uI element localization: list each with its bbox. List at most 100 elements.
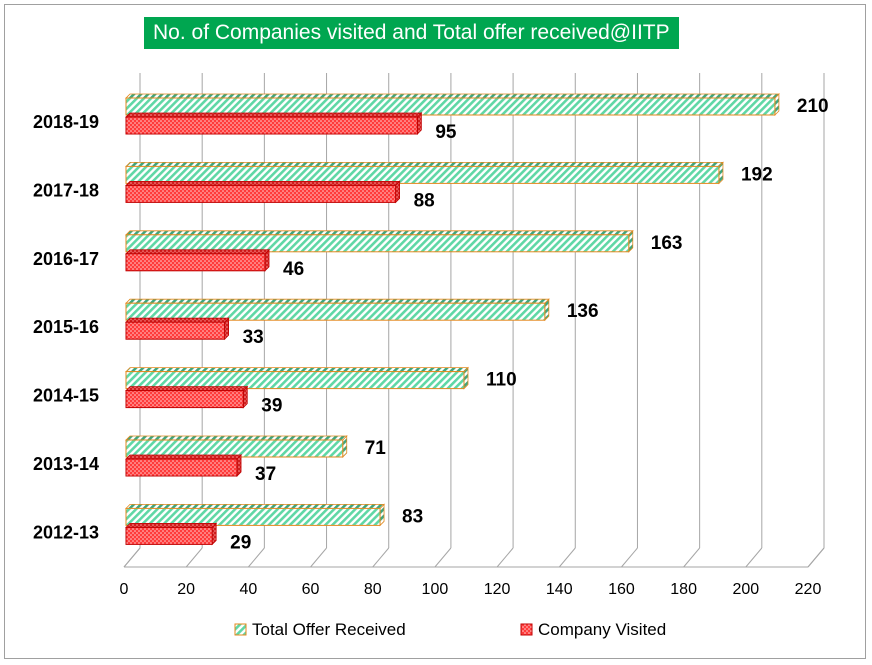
gridline xyxy=(434,547,452,568)
category-label: 2014-15 xyxy=(33,386,99,406)
offer-bar-front xyxy=(125,439,344,458)
x-tick-label: 80 xyxy=(364,581,382,598)
chart-title: No. of Companies visited and Total offer… xyxy=(144,17,679,49)
x-tick-label: 0 xyxy=(120,581,129,598)
visited-bar-top xyxy=(125,180,401,186)
visited-bar-top xyxy=(125,454,243,460)
offer-bar-front xyxy=(125,97,776,116)
x-tick-label: 60 xyxy=(302,581,320,598)
legend-swatch-visited xyxy=(520,623,533,636)
offer-value-label: 163 xyxy=(651,233,683,254)
offer-bar-top xyxy=(125,93,780,99)
visited-bar xyxy=(125,317,230,341)
x-tick-label: 200 xyxy=(732,581,759,598)
offer-bar-front xyxy=(125,234,630,253)
offer-bar-top xyxy=(125,503,386,509)
gridline xyxy=(372,547,390,568)
visited-bar-front xyxy=(125,458,238,477)
bars xyxy=(125,93,780,546)
visited-bar xyxy=(125,385,249,409)
gridline xyxy=(558,547,576,568)
gridline xyxy=(683,547,701,568)
x-tick-label: 40 xyxy=(239,581,257,598)
category-label: 2017-18 xyxy=(33,180,99,200)
gridline xyxy=(621,547,638,568)
offer-bar xyxy=(125,93,780,116)
offer-bar xyxy=(125,366,469,390)
x-tick-label: 220 xyxy=(795,581,822,598)
offer-bar xyxy=(125,161,724,185)
category-label: 2012-13 xyxy=(33,522,99,542)
legend-label-visited: Company Visited xyxy=(538,620,666,639)
data-labels: 210 95 192 88 163 46 136 33 110 39 71 37 83 29 xyxy=(230,96,828,553)
visited-value-label: 37 xyxy=(255,464,276,485)
offer-bar-top xyxy=(125,435,348,441)
offer-bar-front xyxy=(125,165,720,184)
visited-bar-front xyxy=(125,526,213,545)
category-label: 2016-17 xyxy=(33,249,99,269)
x-tick-label: 160 xyxy=(608,581,635,598)
category-label: 2013-14 xyxy=(33,454,99,474)
offer-value-label: 136 xyxy=(567,301,599,322)
visited-bar-front xyxy=(125,253,266,272)
visited-bar-top xyxy=(125,249,270,255)
offer-bar-front xyxy=(125,507,381,526)
offer-value-label: 210 xyxy=(797,96,829,117)
x-tick-label: 20 xyxy=(177,581,195,598)
gridline xyxy=(123,547,141,568)
visited-bar xyxy=(125,112,423,135)
visited-bar-top xyxy=(125,112,423,118)
visited-value-label: 33 xyxy=(243,327,264,348)
x-tick-label: 140 xyxy=(546,581,573,598)
x-tick-label: 180 xyxy=(670,581,697,598)
legend: Total Offer Received Company Visited xyxy=(234,620,666,639)
category-label: 2015-16 xyxy=(33,317,99,337)
visited-value-label: 95 xyxy=(435,122,457,143)
y-axis-categories: 2018-19 2017-18 2016-17 2015-16 2014-15 2013-… xyxy=(33,112,99,542)
offer-bar-top xyxy=(125,161,724,167)
visited-bar xyxy=(125,248,270,272)
offer-bar-top xyxy=(125,367,469,373)
x-axis-ticks: 0 20 40 60 80 100 120 140 160 180 200 220 xyxy=(120,581,822,598)
visited-value-label: 46 xyxy=(283,259,304,280)
visited-bar-front xyxy=(125,321,226,340)
visited-bar-top xyxy=(125,523,218,528)
offer-bar-top xyxy=(125,298,550,304)
visited-bar xyxy=(125,522,218,546)
offer-value-label: 71 xyxy=(365,438,387,459)
visited-value-label: 88 xyxy=(414,190,435,211)
visited-bar-front xyxy=(125,390,244,409)
x-tick-label: 120 xyxy=(484,581,511,598)
visited-bar-top xyxy=(125,386,249,392)
offer-bar-front xyxy=(125,302,546,321)
visited-bar-front xyxy=(125,116,418,135)
offer-bar-front xyxy=(125,371,465,390)
visited-value-label: 39 xyxy=(261,396,282,417)
visited-bar xyxy=(125,454,243,477)
category-label: 2018-19 xyxy=(33,112,99,132)
gridline xyxy=(496,547,514,568)
offer-bar xyxy=(125,229,634,253)
legend-swatch-offer xyxy=(234,623,247,636)
offer-bar-top xyxy=(125,230,634,236)
legend-label-offer: Total Offer Received xyxy=(252,620,406,639)
offer-bar xyxy=(125,298,550,322)
offer-bar xyxy=(125,503,386,527)
x-tick-label: 100 xyxy=(422,581,449,598)
gridline xyxy=(185,547,203,568)
offer-value-label: 110 xyxy=(486,370,517,391)
chart-frame xyxy=(4,4,866,659)
visited-value-label: 29 xyxy=(230,532,251,553)
gridline xyxy=(745,547,763,568)
offer-bar xyxy=(125,435,348,458)
visited-bar xyxy=(125,180,401,204)
visited-bar-top xyxy=(125,317,230,323)
visited-bar-front xyxy=(125,184,397,203)
offer-value-label: 83 xyxy=(402,506,423,527)
offer-value-label: 192 xyxy=(741,164,773,185)
gridline xyxy=(807,547,825,568)
gridline xyxy=(247,547,265,568)
gridline xyxy=(310,547,327,568)
